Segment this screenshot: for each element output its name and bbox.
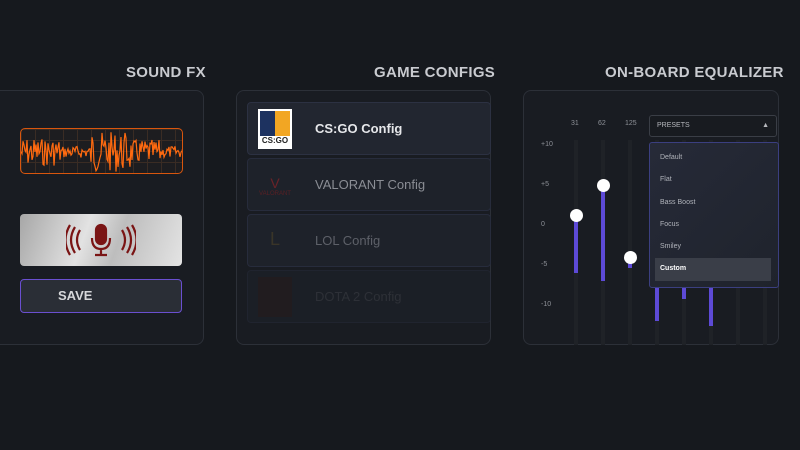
config-item-csgo[interactable]: CS:GO CS:GO Config — [247, 102, 491, 155]
config-label: VALORANT Config — [315, 177, 426, 192]
band-label: 31 — [571, 120, 579, 127]
scale-label: 0 — [541, 221, 545, 228]
config-label: LOL Config — [315, 233, 381, 248]
dota2-logo-icon — [258, 276, 292, 317]
band-label: 62 — [598, 120, 606, 127]
game-configs-heading: GAME CONFIGS — [374, 64, 496, 81]
caret-up-icon: ▲ — [762, 122, 769, 129]
presets-dropdown[interactable]: PRESETS ▲ — [649, 115, 777, 137]
preset-option[interactable]: Bass Boost — [660, 198, 696, 206]
presets-menu: Default Flat Bass Boost Focus Smiley Custom — [649, 142, 779, 288]
valorant-logo-icon: V VALORANT — [259, 174, 291, 197]
config-item-valorant[interactable]: V VALORANT VALORANT Config — [247, 158, 491, 211]
eq-slider-knob[interactable] — [569, 208, 583, 222]
preset-option[interactable]: Smiley — [660, 243, 682, 251]
config-label: CS:GO Config — [315, 121, 403, 136]
microphone-broadcast-icon — [66, 223, 136, 257]
eq-level-bar — [574, 215, 578, 273]
save-button[interactable]: SAVE — [20, 279, 182, 313]
equalizer-heading: ON-BOARD EQUALIZER — [605, 64, 784, 81]
scale-label: +10 — [541, 141, 553, 148]
waveform-line — [21, 132, 182, 173]
eq-slider-knob[interactable] — [623, 250, 637, 264]
config-label: DOTA 2 Config — [315, 289, 402, 304]
sound-fx-heading: SOUND FX — [126, 64, 206, 81]
preset-option[interactable]: Default — [660, 154, 683, 161]
preset-option[interactable]: Flat — [660, 176, 672, 184]
band-label: 125 — [625, 120, 637, 127]
csgo-logo-icon: CS:GO — [258, 108, 292, 149]
scale-label: -5 — [541, 261, 548, 268]
preset-option[interactable]: Custom — [655, 258, 771, 281]
config-item-lol[interactable]: L LOL Config — [247, 214, 491, 267]
scale-label: +5 — [541, 181, 549, 188]
eq-slider-knob[interactable] — [596, 178, 610, 192]
eq-track — [628, 140, 632, 345]
config-item-dota2[interactable]: DOTA 2 Config — [247, 270, 491, 323]
waveform-display[interactable] — [20, 128, 183, 174]
lol-logo-icon: L — [269, 228, 280, 249]
record-button[interactable] — [20, 214, 182, 266]
preset-option[interactable]: Focus — [660, 220, 680, 228]
eq-level-bar — [601, 185, 605, 281]
scale-label: -10 — [541, 301, 552, 308]
